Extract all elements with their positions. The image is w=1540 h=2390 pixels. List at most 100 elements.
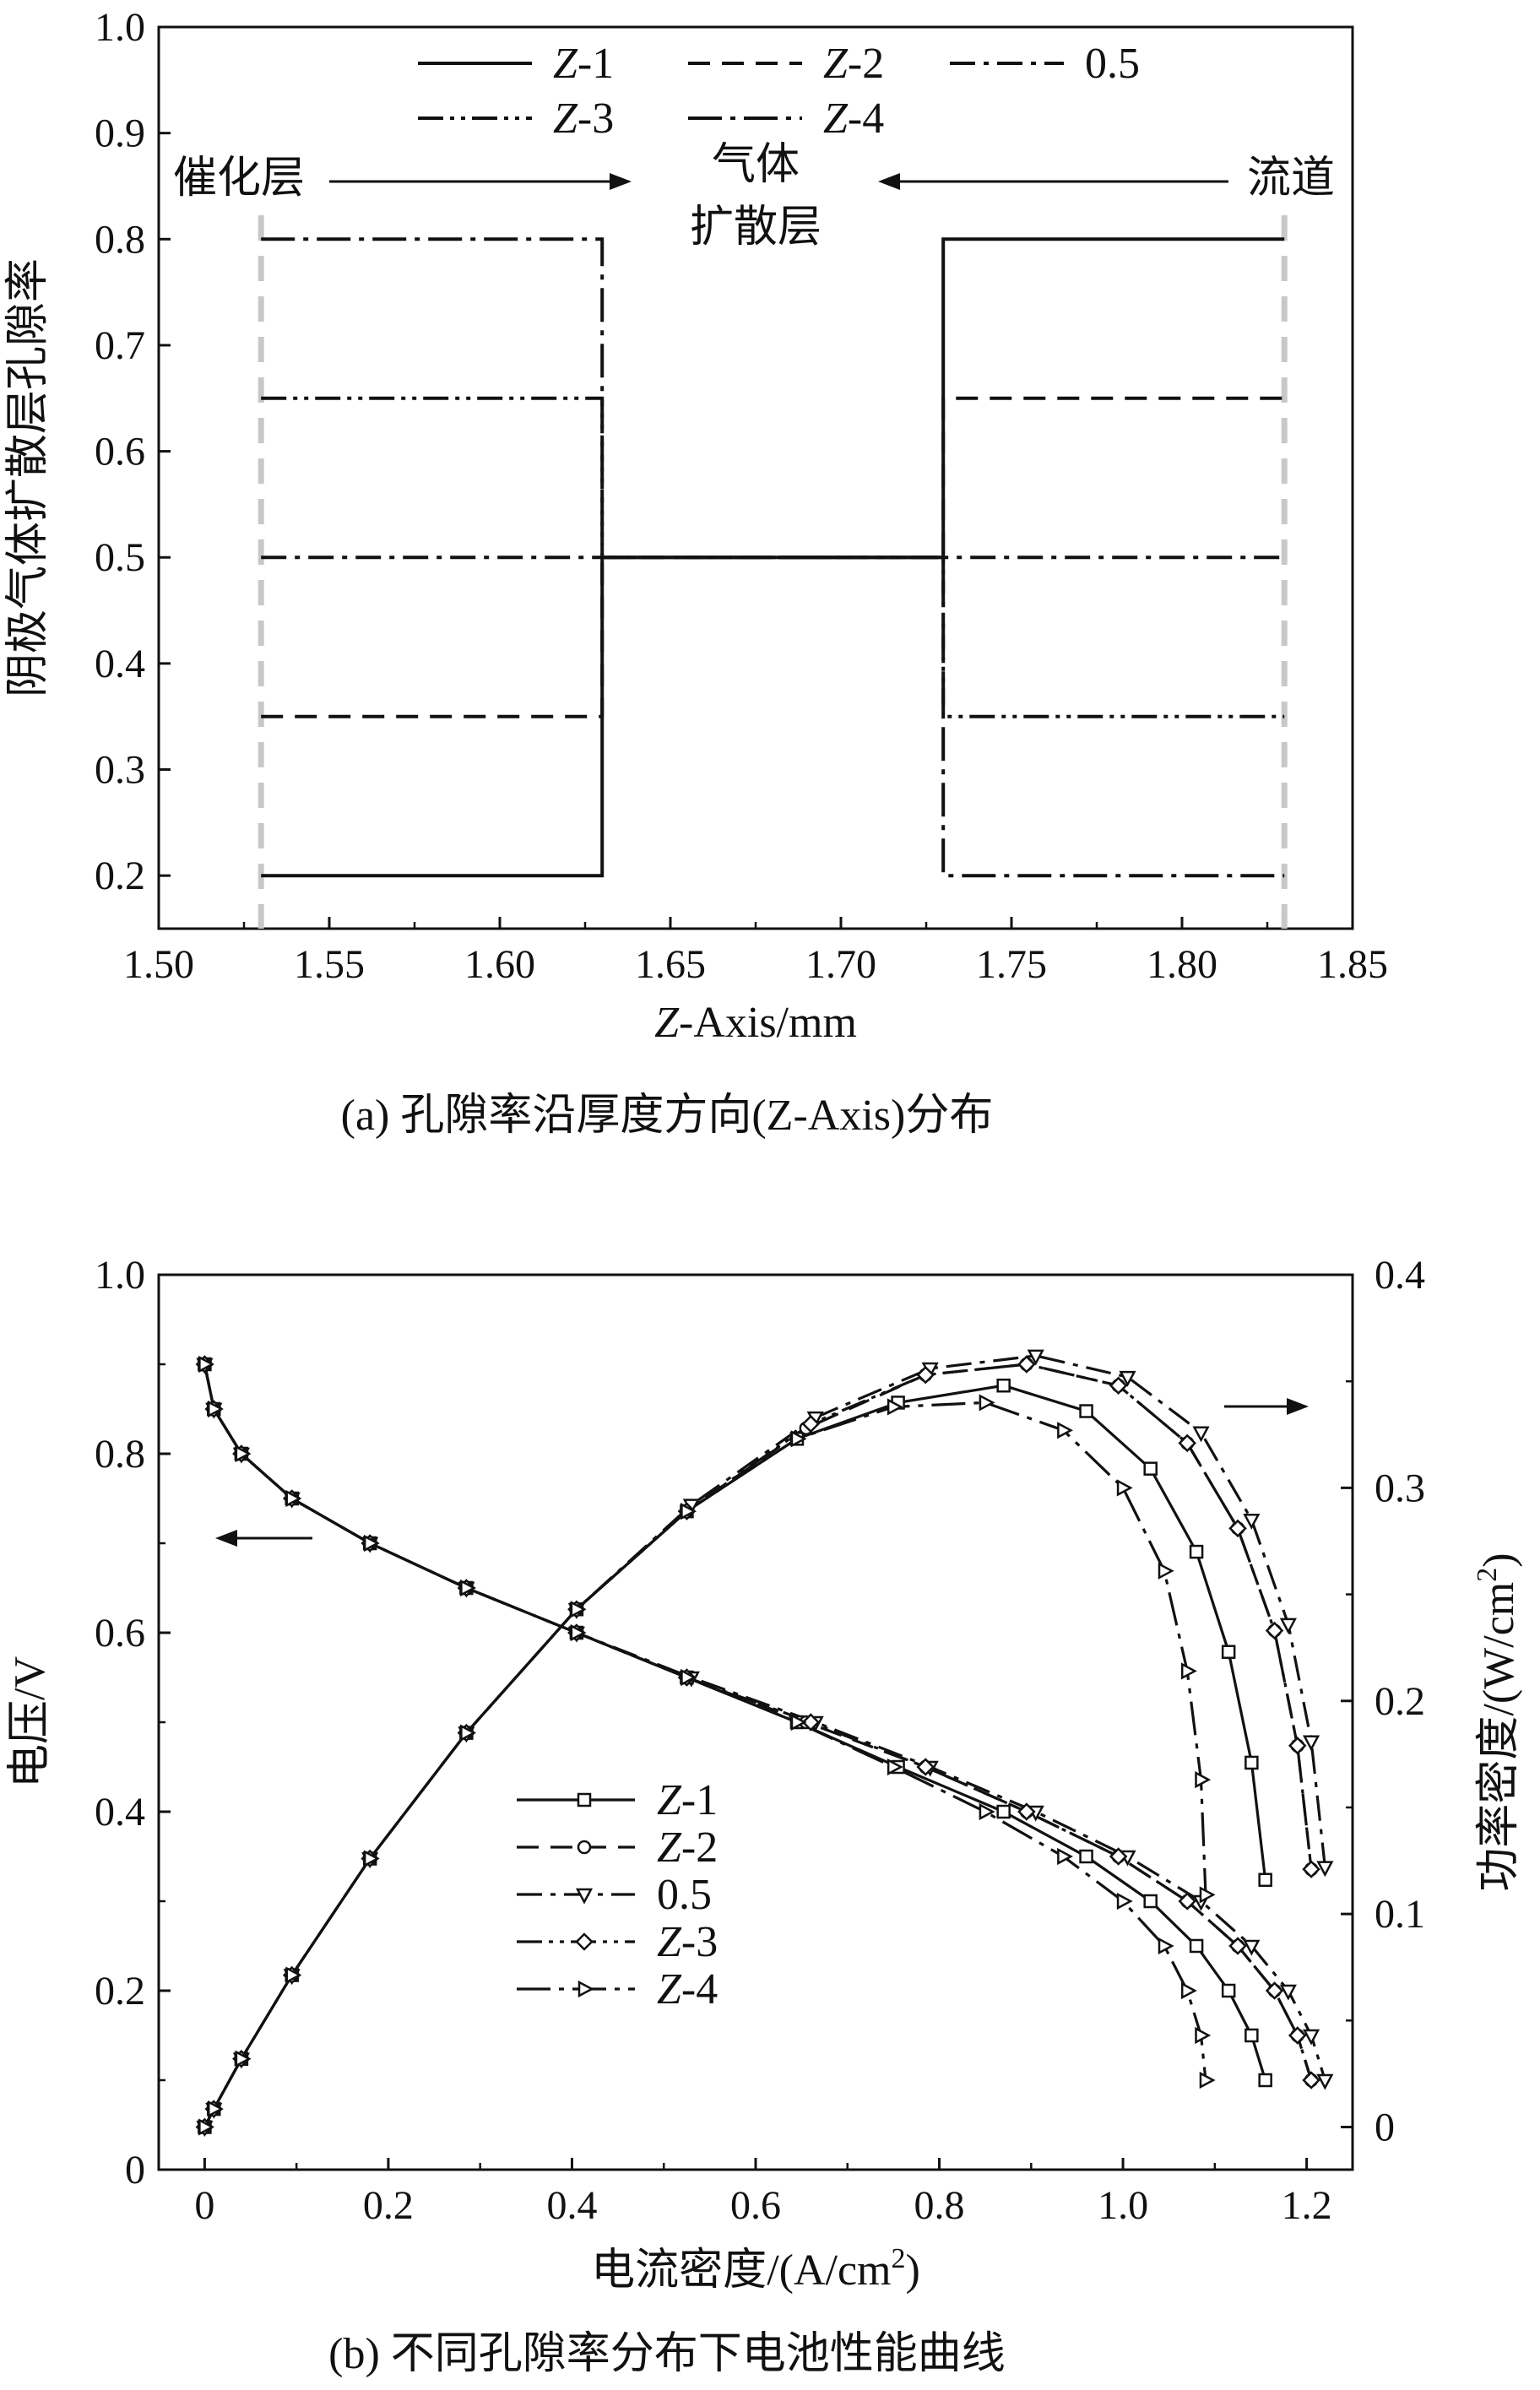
power-point-z-3: [1288, 1736, 1307, 1755]
legend-marker-z-4: [578, 1980, 594, 1998]
panel-b: 0 0.2 0.4 0.6 0.8 1.0 1.2 0 0.2 0.4 0.6 0.8 1.0 0 0.…: [4, 1253, 1524, 2378]
power-point-z-1: [1244, 1755, 1259, 1770]
voltage-point-z-4: [198, 1355, 215, 1374]
panel-a-y-axis-label: 阴极气体扩散层孔隙率: [3, 258, 53, 697]
voltage-point-z-1: [1221, 1983, 1236, 1998]
series-line-z-2: [261, 396, 1285, 718]
x-tick-label: 0.6: [730, 2183, 781, 2228]
voltage-point-z-1: [1189, 1938, 1204, 1954]
power-point-z-4: [1195, 1771, 1212, 1789]
y-tick-label: 0.3: [95, 748, 145, 793]
power-point-z-3: [801, 1414, 821, 1433]
panel-b-plot-frame: [157, 1273, 1354, 2171]
annotation-gas: 气体: [712, 139, 800, 190]
x-tick-label: 1.50: [123, 942, 194, 987]
legend-label-z-2: Z-2: [657, 1824, 718, 1872]
y-tick-label: 0.4: [95, 1790, 145, 1835]
voltage-point-z-3: [801, 1713, 821, 1732]
legend-marker-z-3: [575, 1932, 594, 1951]
voltage-point-z-4: [570, 1623, 587, 1642]
y-tick-label: 1.0: [95, 5, 145, 50]
panel-b-x-ticks: 0 0.2 0.4 0.6 0.8 1.0 1.2: [194, 2158, 1332, 2228]
voltage-point-z-1: [996, 1804, 1011, 1819]
power-point-0-5: [1243, 1513, 1261, 1530]
panel-a-y-ticks: 0.2 0.3 0.4 0.5 0.6 0.7 0.8 0.9 1.0: [95, 5, 171, 898]
voltage-point-z-4: [1158, 1937, 1174, 1955]
panel-b-y2-axis-label: 功率密度/(W/cm2): [1472, 1553, 1524, 1891]
power-point-0-5: [1302, 1735, 1320, 1752]
y-tick-label: 0.7: [95, 323, 145, 368]
power-point-z-4: [460, 1724, 477, 1742]
panel-b-caption: (b) 不同孔隙率分布下电池性能曲线: [328, 2330, 1006, 2378]
power-point-z-4: [1116, 1479, 1133, 1497]
panel-b-legend: Z-1Z-20.5Z-3Z-4: [517, 1776, 718, 2013]
voltage-point-z-4: [460, 1579, 477, 1597]
panel-b-series: [195, 1349, 1334, 2138]
legend-label-z-4: Z-4: [657, 1965, 718, 2013]
power-point-z-4: [790, 1430, 807, 1448]
x-tick-label: 0.4: [546, 2183, 597, 2228]
panel-b-y2-ticks: 0 0.1 0.2 0.3 0.4: [1341, 1253, 1425, 2150]
panel-a: 1.50 1.55 1.60 1.65 1.70 1.75 1.80 1.85 0.20.30…: [3, 5, 1388, 1140]
x-tick-label: 1.75: [976, 942, 1047, 987]
voltage-point-0-5: [1316, 2073, 1334, 2090]
power-point-0-5: [1316, 1861, 1334, 1878]
voltage-point-z-4: [1057, 1847, 1074, 1866]
power-point-z-4: [198, 2118, 215, 2136]
legend-marker-z-2: [577, 1840, 592, 1855]
y-tick-label: 0.2: [95, 854, 145, 898]
power-point-z-3: [1265, 1621, 1284, 1640]
voltage-point-0-5: [1302, 2029, 1320, 2046]
y2-tick-label: 0.4: [1375, 1253, 1425, 1298]
voltage-point-z-3: [1302, 2071, 1320, 2089]
y-tick-label: 0.5: [95, 535, 145, 580]
power-point-z-1: [1189, 1544, 1204, 1559]
panel-a-legend: Z-1 Z-2 0.5 Z-3 Z-4: [418, 40, 1140, 143]
legend-label-z-2: Z-2: [823, 40, 884, 88]
power-point-z-4: [363, 1850, 380, 1867]
arrowhead-left-icon: [215, 1530, 237, 1547]
panel-a-x-axis-label: Z-Axis/mm: [654, 999, 857, 1047]
power-line-z-2: [203, 1363, 1313, 2128]
voltage-point-z-1: [1258, 2073, 1272, 2088]
y-tick-label: 0.8: [95, 217, 145, 262]
voltage-point-z-3: [916, 1758, 935, 1776]
power-point-z-3: [1228, 1519, 1247, 1538]
voltage-point-z-4: [1116, 1892, 1133, 1910]
x-tick-label: 1.70: [805, 942, 876, 987]
y2-tick-label: 0.2: [1375, 1679, 1425, 1724]
x-tick-label: 1.80: [1147, 942, 1217, 987]
x-tick-label: 1.60: [464, 942, 535, 987]
legend-label-z-4: Z-4: [823, 95, 884, 143]
annotation-flow-channel: 流道: [1247, 153, 1335, 203]
voltage-point-z-3: [1265, 1981, 1284, 2000]
power-point-0-5: [1192, 1426, 1210, 1443]
power-point-z-1: [1079, 1404, 1093, 1418]
panel-a-series: [261, 237, 1285, 878]
legend-label-0-5: 0.5: [1085, 40, 1140, 88]
y-tick-label: 1.0: [95, 1253, 145, 1298]
power-point-z-1: [1221, 1645, 1236, 1659]
panel-b-x-axis-label: 电流密度/(A/cm2): [591, 2243, 920, 2295]
power-point-z-3: [1302, 1860, 1320, 1878]
power-point-z-3: [916, 1365, 935, 1385]
voltage-point-z-4: [1195, 2026, 1212, 2045]
legend-label-z-3: Z-3: [657, 1918, 718, 1966]
power-point-z-4: [1199, 1886, 1216, 1904]
power-point-0-5: [1027, 1349, 1044, 1366]
voltage-point-z-3: [1288, 2026, 1307, 2045]
series-line-z-4: [261, 237, 1285, 878]
legend-label-z-1: Z-1: [553, 40, 614, 88]
voltage-point-z-4: [1199, 2071, 1216, 2089]
voltage-point-0-5: [1279, 1984, 1297, 2001]
arrowhead-left-icon: [878, 173, 900, 190]
voltage-point-z-1: [1143, 1894, 1158, 1909]
power-point-z-4: [570, 1601, 587, 1618]
annotation-diffusion-layer: 扩散层: [690, 202, 822, 252]
voltage-point-z-3: [1178, 1892, 1196, 1910]
x-tick-label: 0.8: [914, 2183, 965, 2228]
voltage-point-z-4: [285, 1489, 302, 1508]
y-tick-label: 0.9: [95, 111, 145, 156]
panel-a-x-ticks: 1.50 1.55 1.60 1.65 1.70 1.75 1.80 1.85: [123, 917, 1388, 987]
y-tick-label: 0.4: [95, 642, 145, 686]
